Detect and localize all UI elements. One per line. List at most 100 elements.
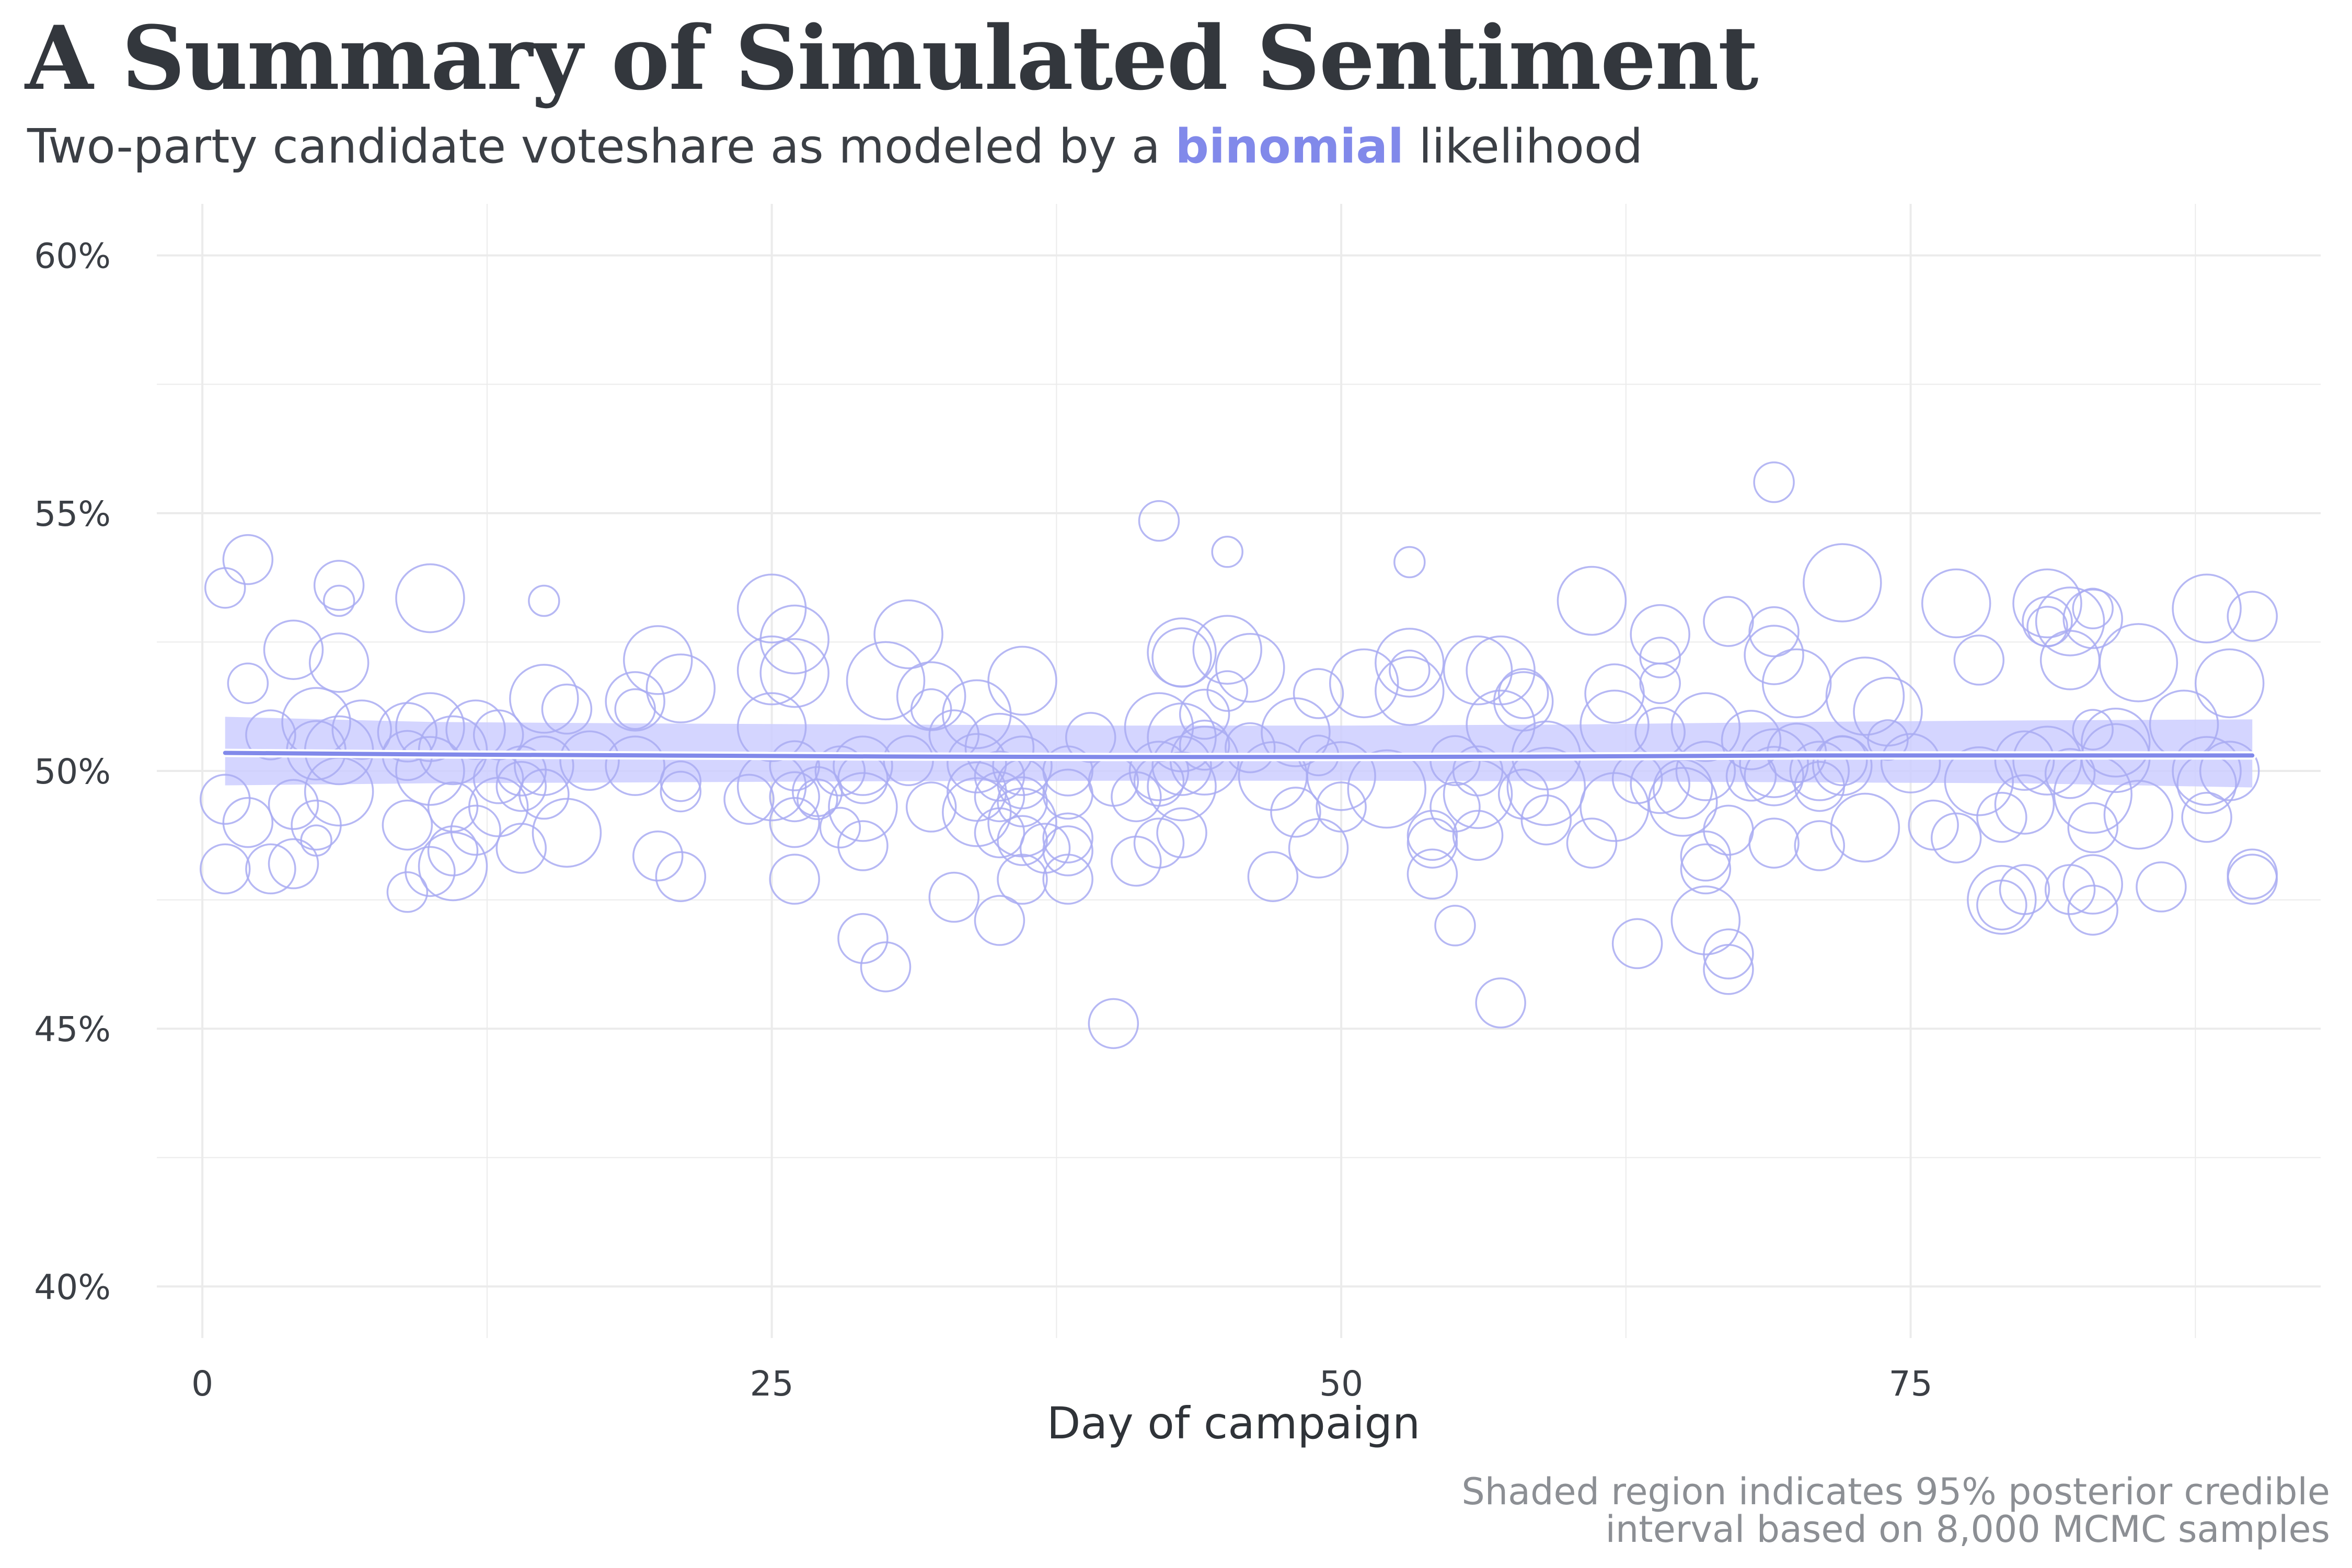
poll-point-2 bbox=[199, 843, 251, 895]
poll-point-85 bbox=[928, 871, 980, 923]
poll-point-189 bbox=[1721, 710, 1782, 770]
poll-point-50 bbox=[605, 735, 665, 796]
poll-point-210 bbox=[1908, 799, 1959, 851]
poll-point-10 bbox=[268, 838, 319, 890]
poll-point-43 bbox=[514, 735, 574, 796]
poll-point-53 bbox=[645, 653, 716, 723]
poll-point-153 bbox=[1443, 635, 1513, 706]
poll-point-67 bbox=[769, 854, 820, 905]
poll-point-206 bbox=[1830, 792, 1900, 863]
poll-point-57 bbox=[723, 774, 775, 825]
poll-point-23 bbox=[382, 799, 433, 851]
poll-point-127 bbox=[1211, 536, 1243, 568]
poll-point-24 bbox=[386, 871, 429, 913]
poll-point-239 bbox=[2103, 780, 2174, 850]
poll-point-105 bbox=[1042, 812, 1093, 863]
poll-point-170 bbox=[1579, 772, 1650, 842]
poll-point-93 bbox=[974, 807, 1025, 859]
poll-point-167 bbox=[1566, 817, 1618, 869]
y-tick-label-3: 55% bbox=[34, 494, 111, 534]
poll-point-143 bbox=[1393, 546, 1426, 579]
poll-point-101 bbox=[997, 854, 1048, 905]
subtitle-suffix: likelihood bbox=[1403, 119, 1643, 174]
poll-point-248 bbox=[2227, 591, 2278, 642]
y-axis-ticks: 40% 45% 50% 55% 60% bbox=[34, 236, 111, 1308]
poll-point-112 bbox=[1111, 835, 1162, 887]
poll-point-243 bbox=[2172, 736, 2242, 806]
poll-point-100 bbox=[997, 815, 1048, 866]
poll-point-219 bbox=[1994, 774, 2055, 835]
poll-point-20 bbox=[331, 699, 392, 760]
poll-point-131 bbox=[1225, 722, 1276, 774]
subtitle-prefix: Two-party candidate voteshare as modeled… bbox=[27, 119, 1175, 174]
poll-point-63 bbox=[759, 638, 829, 708]
poll-point-81 bbox=[896, 661, 966, 731]
poll-point-44 bbox=[518, 768, 570, 820]
poll-point-49 bbox=[614, 688, 656, 730]
poll-point-0 bbox=[204, 567, 246, 609]
poll-point-74 bbox=[828, 772, 898, 842]
x-tick-label-3: 75 bbox=[1889, 1364, 1933, 1404]
poll-point-164 bbox=[1506, 746, 1586, 826]
caption-line-1: Shaded region indicates 95% posterior cr… bbox=[1461, 1470, 2330, 1513]
poll-point-1 bbox=[199, 774, 251, 825]
poll-point-220 bbox=[1999, 864, 2050, 915]
poll-point-98 bbox=[997, 776, 1048, 827]
poll-point-148 bbox=[1406, 817, 1458, 869]
poll-point-14 bbox=[300, 824, 332, 857]
poll-point-78 bbox=[860, 941, 912, 993]
poll-point-180 bbox=[1670, 692, 1741, 762]
poll-point-76 bbox=[837, 913, 889, 964]
poll-point-209 bbox=[1880, 733, 1941, 793]
poll-point-71 bbox=[819, 806, 861, 849]
poll-point-55 bbox=[660, 770, 702, 813]
poll-point-174 bbox=[1639, 637, 1681, 678]
poll-point-3 bbox=[222, 534, 274, 585]
poll-point-26 bbox=[395, 692, 465, 762]
poll-point-25 bbox=[395, 563, 465, 633]
poll-point-212 bbox=[1930, 812, 1982, 863]
poll-point-48 bbox=[605, 671, 665, 732]
poll-point-199 bbox=[1789, 741, 1850, 801]
poll-point-4 bbox=[227, 662, 269, 705]
poll-point-35 bbox=[472, 709, 524, 760]
poll-point-247 bbox=[2199, 741, 2260, 801]
poll-point-195 bbox=[1744, 746, 1804, 806]
poll-point-205 bbox=[1825, 656, 1905, 736]
poll-point-147 bbox=[1406, 810, 1458, 861]
poll-point-160 bbox=[1497, 668, 1549, 719]
poll-point-46 bbox=[532, 798, 602, 868]
subtitle-highlight: binomial bbox=[1175, 119, 1404, 174]
poll-point-204 bbox=[1812, 735, 1873, 796]
poll-point-39 bbox=[495, 760, 547, 812]
poll-point-228 bbox=[2044, 864, 2096, 915]
poll-point-157 bbox=[1466, 635, 1536, 706]
poll-point-56 bbox=[655, 851, 707, 902]
poll-point-72 bbox=[833, 735, 893, 796]
poll-point-236 bbox=[2081, 708, 2151, 778]
poll-point-211 bbox=[1921, 568, 1991, 639]
poll-point-64 bbox=[769, 740, 820, 791]
poll-point-201 bbox=[1794, 820, 1846, 871]
poll-point-27 bbox=[395, 736, 465, 806]
poll-point-17 bbox=[308, 632, 370, 693]
poll-point-107 bbox=[1042, 854, 1093, 905]
poll-point-242 bbox=[2172, 573, 2242, 644]
fit-line bbox=[223, 751, 2255, 759]
y-tick-label-0: 40% bbox=[34, 1267, 111, 1307]
poll-point-245 bbox=[2181, 792, 2232, 843]
poll-point-141 bbox=[1329, 648, 1399, 719]
chart-title: A Summary of Simulated Sentiment bbox=[25, 6, 1758, 110]
poll-point-146 bbox=[1375, 656, 1445, 726]
poll-point-96 bbox=[992, 735, 1053, 796]
poll-point-142 bbox=[1347, 749, 1427, 829]
poll-point-182 bbox=[1680, 831, 1732, 882]
poll-point-124 bbox=[1179, 688, 1230, 740]
poll-point-139 bbox=[1306, 741, 1376, 811]
poll-point-168 bbox=[1584, 663, 1645, 724]
poll-point-33 bbox=[445, 699, 506, 760]
poll-point-156 bbox=[1452, 810, 1504, 861]
poll-point-54 bbox=[660, 760, 702, 802]
poll-point-144 bbox=[1375, 628, 1445, 698]
